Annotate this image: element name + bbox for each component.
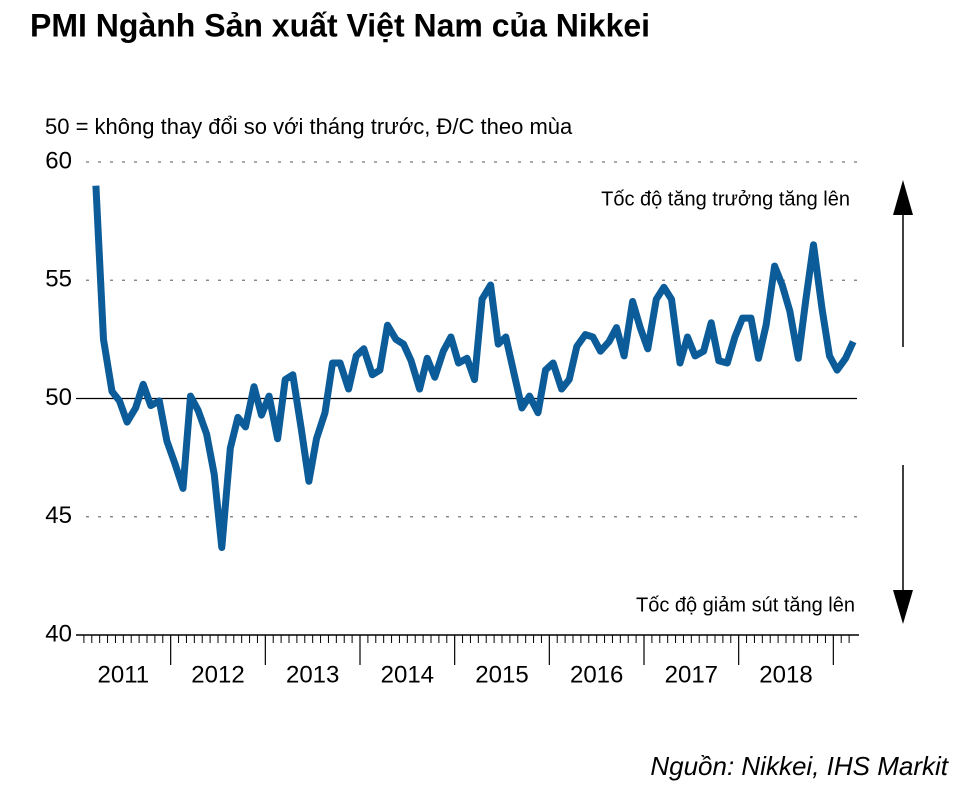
x-tick-label: 2013 [286, 661, 339, 688]
annotation-down: Tốc độ giảm sút tăng lên [636, 594, 855, 616]
x-tick-label: 2014 [381, 661, 434, 688]
y-tick-label: 40 [45, 620, 72, 647]
subtitle: 50 = không thay đổi so với tháng trước, … [45, 114, 573, 139]
x-tick-label: 2012 [191, 661, 244, 688]
x-tick-label: 2017 [665, 661, 718, 688]
y-tick-label: 55 [45, 266, 72, 293]
y-tick-label: 50 [45, 384, 72, 411]
x-tick-label: 2018 [759, 661, 812, 688]
x-tick-label: 2015 [475, 661, 528, 688]
arrow-up [893, 180, 913, 347]
chart-title: PMI Ngành Sản xuất Việt Nam của Nikkei [30, 7, 650, 43]
y-tick-label: 60 [45, 147, 72, 174]
y-tick-label: 45 [45, 502, 72, 529]
data-line [92, 185, 857, 551]
x-tick-label: 2016 [570, 661, 623, 688]
arrow-down [893, 465, 913, 624]
annotation-up: Tốc độ tăng trưởng tăng lên [601, 188, 850, 210]
source: Nguồn: Nikkei, IHS Markit [650, 751, 949, 781]
x-tick-label: 2011 [98, 661, 150, 688]
